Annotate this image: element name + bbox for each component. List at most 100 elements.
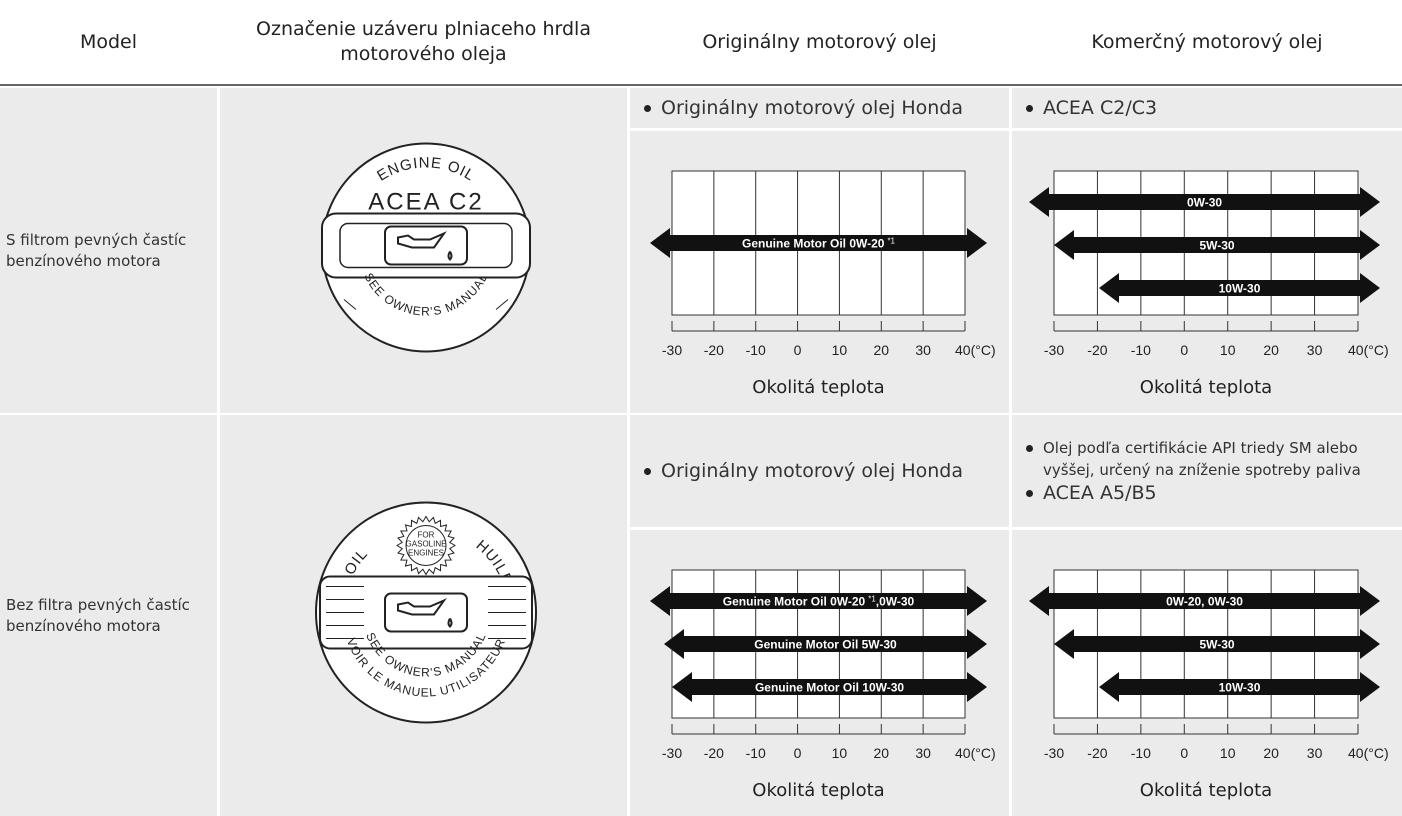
bullet-text: Originálny motorový olej Honda (661, 97, 963, 119)
arrow (1099, 672, 1380, 702)
tick-label: -20 (704, 745, 724, 761)
axis-title: Okolitá teplota (1140, 780, 1272, 801)
axis-title: Okolitá teplota (752, 377, 884, 398)
arrow-label: 10W-30 (1219, 681, 1261, 695)
cap-gear-text: GASOLINE (406, 540, 447, 549)
arrow-text: 5W-30 (1199, 638, 1234, 652)
header-text: Model (79, 30, 138, 53)
tick-label: 30 (1307, 342, 1323, 358)
tick-label: 30 (915, 342, 931, 358)
arrow (672, 672, 987, 702)
arrow-label: 5W-30 (1199, 638, 1234, 652)
tick-label: 10 (832, 342, 848, 358)
arrow-text: 0W-20, 0W-30 (1166, 595, 1243, 609)
bullet-item: Originálny motorový olej Honda (644, 96, 1009, 120)
arrow (1054, 629, 1380, 659)
bullet-item: Olej podľa certifikácie API triedy SM al… (1026, 437, 1402, 481)
arrow-text-rest: ,0W-30 (876, 595, 915, 609)
tick-label: 30 (1307, 745, 1323, 761)
bullet-cell: ACEA C2/C3 (1012, 88, 1402, 128)
arrow-label: Genuine Motor Oil 5W-30 (754, 638, 897, 652)
tick-label: -10 (746, 342, 766, 358)
arrow-text: Genuine Motor Oil 0W-20 (742, 237, 885, 251)
bullet-dot (644, 105, 651, 112)
header-cell: Označenie uzáveru plniaceho hrdla motoro… (240, 0, 607, 84)
cap-band-inner (339, 222, 513, 269)
header-text: Originálny motorový olej (702, 30, 937, 53)
arrow (650, 228, 987, 258)
oil-can-icon (397, 231, 453, 261)
arrow-text: 0W-30 (1187, 196, 1222, 210)
model-text: Bez filtra pevných častíc benzínového mo… (6, 595, 190, 635)
header-text: Označenie uzáveru plniaceho hrdla motoro… (256, 18, 591, 65)
tick-label: 20 (873, 342, 889, 358)
tick-label: -20 (1087, 745, 1107, 761)
bullet-text: Olej podľa certifikácie API triedy SM al… (1043, 439, 1361, 479)
header-cell: Model (20, 0, 197, 84)
footnote-ref: *1 (868, 595, 876, 604)
cap-gear-text: FOR (418, 531, 435, 540)
tick-label: 20 (1263, 342, 1279, 358)
bullet-dot (1026, 105, 1033, 112)
tick-label: -30 (1044, 745, 1064, 761)
tick-label: -10 (1131, 745, 1151, 761)
arrow-label: Genuine Motor Oil 0W-20 *1 (742, 237, 896, 251)
tick-label: 40(°C) (1348, 745, 1389, 761)
arrow (1029, 586, 1380, 616)
tick-label: 0 (794, 342, 802, 358)
icon-box (384, 225, 468, 266)
bullet-item: ACEA C2/C3 (1026, 96, 1402, 120)
bullet-text: ACEA A5/B5 (1043, 482, 1157, 504)
cap-line (495, 299, 509, 310)
tick-label: 10 (1220, 745, 1236, 761)
footnote-ref: *1 (887, 237, 895, 246)
arrow-text: 10W-30 (1219, 282, 1261, 296)
bullet-text: ACEA C2/C3 (1043, 97, 1158, 119)
arrow-label: 10W-30 (1219, 282, 1261, 296)
bullet-cell: Originálny motorový olej Honda (630, 415, 1009, 527)
arrow (1054, 230, 1380, 260)
cap-gear-inner (405, 525, 447, 566)
tick-label: 20 (1263, 745, 1279, 761)
axis-title: Okolitá teplota (1140, 377, 1272, 398)
bullet-cell: Originálny motorový olej Honda (630, 88, 1009, 128)
bullet-item: ACEA A5/B5 (1026, 481, 1402, 505)
oil-can-icon (397, 598, 453, 628)
bullet-item: Originálny motorový olej Honda (644, 459, 1009, 483)
arrow-label: Genuine Motor Oil 0W-20 *1,0W-30 (723, 595, 915, 609)
arrow-label: 5W-30 (1199, 239, 1234, 253)
arrow-text: Genuine Motor Oil 10W-30 (755, 681, 904, 695)
bullet-text: Originálny motorový olej Honda (661, 460, 963, 482)
tick-label: -10 (1131, 342, 1151, 358)
tick-label: -20 (704, 342, 724, 358)
tick-label: 0 (1180, 342, 1188, 358)
arrow-label: 0W-30 (1187, 196, 1222, 210)
arrow-label: 0W-20, 0W-30 (1166, 595, 1243, 609)
tick-label: -30 (662, 342, 682, 358)
tick-label: 0 (1180, 745, 1188, 761)
header-cell: Komerčný motorový olej (1032, 0, 1382, 84)
tick-label: -30 (1044, 342, 1064, 358)
arrow (1029, 187, 1380, 217)
header-cell: Originálny motorový olej (650, 0, 989, 84)
tick-label: -10 (746, 745, 766, 761)
tick-label: 10 (1220, 342, 1236, 358)
tick-label: 10 (832, 745, 848, 761)
arrow-label: Genuine Motor Oil 10W-30 (755, 681, 904, 695)
model-text: S filtrom pevných častíc benzínového mot… (6, 230, 187, 270)
arrow-text: 10W-30 (1219, 681, 1261, 695)
axis-title: Okolitá teplota (752, 780, 884, 801)
arrow (650, 586, 987, 616)
tick-label: 40(°C) (955, 342, 996, 358)
arrow (1099, 273, 1380, 303)
tick-label: -30 (662, 745, 682, 761)
arrow-text: Genuine Motor Oil 0W-20 (723, 595, 866, 609)
bullet-dot (1026, 490, 1033, 497)
bullet-dot (644, 468, 651, 475)
cap-grade: ACEA C2 (368, 189, 483, 216)
bullet-dot (1026, 445, 1033, 452)
bullet-cell: Olej podľa certifikácie API triedy SM al… (1012, 415, 1402, 527)
tick-label: 0 (794, 745, 802, 761)
